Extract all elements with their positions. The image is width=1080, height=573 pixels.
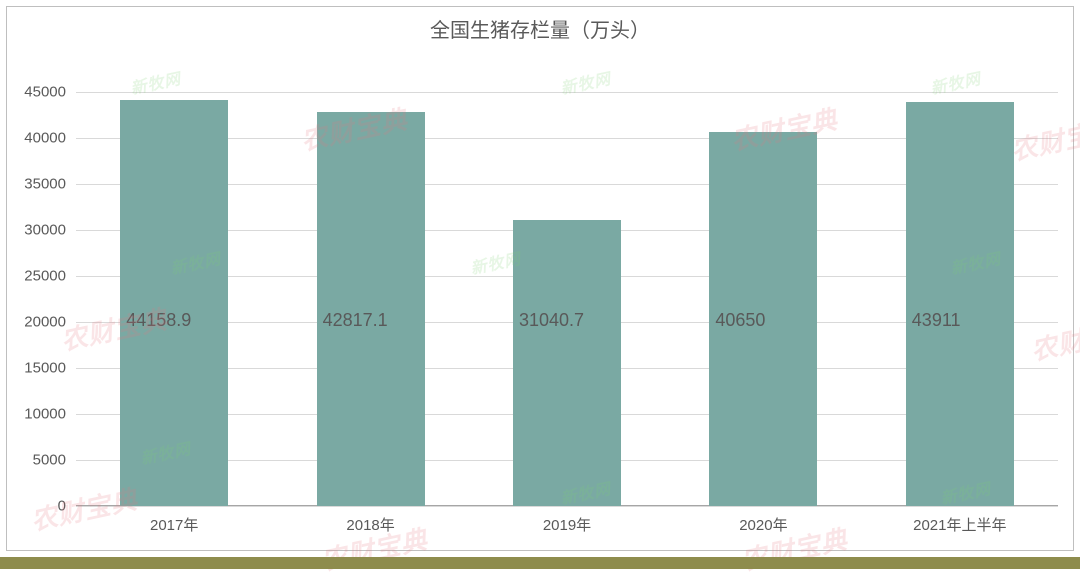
y-tick-label: 15000: [0, 360, 66, 377]
y-tick-label: 25000: [0, 268, 66, 285]
bar-value-label: 31040.7: [519, 310, 584, 331]
y-tick-label: 5000: [0, 452, 66, 469]
bars-container: 44158.9 42817.1 31040.7 40650 43911: [76, 92, 1058, 506]
bar: [513, 220, 621, 506]
y-tick-label: 20000: [0, 314, 66, 331]
x-tick-label: 2020年: [739, 514, 787, 535]
y-tick-label: 30000: [0, 222, 66, 239]
bar-value-label: 40650: [715, 310, 765, 331]
bar: [120, 100, 228, 506]
x-tick-label: 2018年: [346, 514, 394, 535]
bottom-strip: [0, 557, 1080, 569]
x-tick-label: 2019年: [543, 514, 591, 535]
y-tick-label: 35000: [0, 176, 66, 193]
y-tick-label: 40000: [0, 130, 66, 147]
bar-value-label: 43911: [912, 310, 961, 331]
bar-chart: 全国生猪存栏量（万头） 44158.9 42817.1 31040.7 40650 43…: [0, 0, 1080, 573]
y-tick-label: 0: [0, 498, 66, 515]
plot-area: 44158.9 42817.1 31040.7 40650 43911: [76, 92, 1058, 506]
y-tick-label: 45000: [0, 84, 66, 101]
bar-value-label: 44158.9: [126, 310, 191, 331]
chart-title: 全国生猪存栏量（万头）: [0, 14, 1080, 43]
grid-line: [76, 506, 1058, 507]
y-tick-label: 10000: [0, 406, 66, 423]
bar-value-label: 42817.1: [323, 310, 388, 331]
x-tick-label: 2017年: [150, 514, 198, 535]
x-tick-label: 2021年上半年: [913, 514, 1006, 535]
bar: [906, 102, 1014, 506]
